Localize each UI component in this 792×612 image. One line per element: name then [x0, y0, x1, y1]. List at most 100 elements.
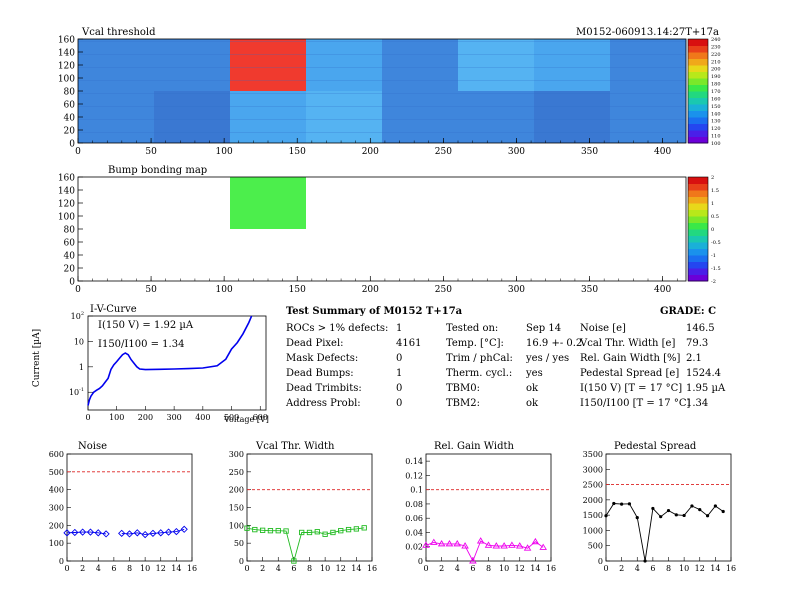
- summary-label: Vcal Thr. Width [e]: [580, 338, 676, 349]
- vcal-colorbar-swatch: [688, 123, 708, 131]
- vcal-colorbar-tick-label: 140: [711, 111, 721, 117]
- gain-width-panel-point: [437, 540, 446, 547]
- bump-map-frame: [77, 176, 687, 282]
- summary-value: 1524.4: [686, 368, 721, 379]
- gain-width-panel-point: [430, 538, 438, 545]
- iv-xtick-label: 400: [195, 413, 210, 422]
- summary-value: 16.9 +- 0.2: [526, 338, 583, 349]
- noise-panel-xtick-label: 6: [111, 564, 116, 573]
- vcal-roc-block-bottom: [154, 91, 231, 143]
- bump-map-xtick-label: 400: [654, 285, 671, 295]
- summary-label: Noise [e]: [580, 323, 626, 334]
- bump-map-ytick-label: 80: [64, 226, 76, 236]
- iv-ytick-label: 10: [74, 337, 84, 346]
- iv-annotation-current: I(150 V) = 1.92 µA: [98, 320, 194, 331]
- noise-panel-point: [78, 528, 87, 536]
- vcal-roc-block-top: [382, 39, 459, 91]
- vcal-roc-block-top: [610, 39, 687, 91]
- gain-width-panel-xtick-label: 16: [546, 564, 556, 573]
- noise-panel-ytick-label: 100: [49, 539, 64, 548]
- gain-width-panel-point: [531, 537, 540, 545]
- gain-width-panel-point: [484, 541, 493, 548]
- gain-width-panel-point: [445, 540, 454, 547]
- pedestal-panel-xtick-label: 6: [650, 564, 655, 573]
- vcal-width-panel-xtick-label: 4: [276, 564, 281, 573]
- gain-width-panel-point: [523, 544, 532, 551]
- bump-colorbar-swatch: [688, 229, 708, 236]
- vcal-width-panel-ytick-label: 150: [229, 504, 244, 513]
- gain-width-panel-ytick-label: 0.1: [410, 486, 423, 495]
- bump-colorbar-tick-label: -1.5: [711, 266, 721, 272]
- noise-panel-xtick-label: 8: [127, 564, 132, 573]
- vcal-map-xtick-label: 300: [508, 147, 525, 157]
- summary-value: 146.5: [686, 323, 715, 334]
- summary-label: Mask Defects:: [286, 353, 359, 364]
- bump-colorbar-swatch: [688, 190, 708, 197]
- iv-curve: [87, 315, 253, 406]
- vcal-width-panel-point: [267, 528, 274, 534]
- bump-colorbar-tick-label: 0: [711, 227, 714, 233]
- summary-label: TBM0:: [446, 383, 480, 394]
- gain-width-panel-ytick-label: 0.08: [405, 500, 423, 509]
- vcal-roc-block-top: [306, 39, 383, 91]
- bump-colorbar-swatch: [688, 248, 708, 256]
- iv-ylabel: Current [µA]: [32, 328, 43, 388]
- vcal-colorbar-swatch: [688, 65, 708, 72]
- gain-width-panel-point: [469, 557, 477, 564]
- summary-label: Pedestal Spread [e]: [580, 368, 680, 379]
- pedestal-panel-xtick-label: 10: [679, 564, 689, 573]
- pedestal-panel-point: [690, 504, 694, 508]
- pedestal-panel-xtick-label: 16: [726, 564, 736, 573]
- vcal-width-panel-series-line: [246, 527, 365, 563]
- vcal-roc-block-bottom: [458, 91, 535, 143]
- bump-map-xtick-label: 50: [145, 285, 157, 295]
- vcal-colorbar-swatch: [688, 136, 708, 144]
- noise-panel-xtick-label: 10: [140, 564, 150, 573]
- noise-panel-ytick-label: 600: [49, 450, 64, 459]
- pedestal-panel-point: [698, 508, 702, 512]
- vcal-width-panel-point: [361, 525, 367, 531]
- vcal-width-panel-point: [322, 531, 328, 537]
- iv-ytick-exponent: -1: [79, 387, 84, 393]
- vcal-width-panel-xtick-label: 8: [307, 564, 312, 573]
- bump-map-ytick-label: 160: [58, 174, 75, 184]
- vcal-width-panel-point: [244, 525, 250, 531]
- noise-panel-point: [86, 528, 95, 536]
- bump-colorbar-tick-label: 2: [711, 175, 714, 181]
- vcal-colorbar-tick-label: 210: [711, 59, 721, 65]
- vcal-map-ytick-label: 100: [58, 75, 75, 85]
- gain-width-panel-point: [453, 540, 462, 547]
- bump-colorbar-swatch: [688, 177, 708, 184]
- noise-title: Noise: [78, 441, 108, 452]
- vcal-width-panel-xtick-label: 6: [291, 564, 296, 573]
- vcal-width-panel-point: [306, 529, 313, 536]
- vcal-colorbar-swatch: [688, 117, 708, 124]
- noise-panel-xtick-label: 12: [156, 564, 166, 573]
- summary-label: Dead Trimbits:: [286, 383, 362, 394]
- iv-ytick-label: 1: [79, 363, 84, 372]
- gain-width-panel-point: [508, 541, 516, 548]
- gain-width-panel-ytick-label: 0.02: [405, 543, 423, 552]
- gain-width-panel-point: [539, 543, 547, 550]
- pedestal-panel-ytick-label: 2000: [583, 496, 603, 505]
- noise-panel-ytick-label: 0: [59, 557, 64, 566]
- vcal-colorbar-tick-label: 190: [711, 74, 721, 80]
- vcal-roc-block-top: [78, 39, 155, 91]
- noise-panel-point: [118, 529, 126, 537]
- vcal-colorbar-swatch: [688, 45, 708, 53]
- vcal-width-panel-ytick-label: 100: [229, 521, 244, 530]
- pedestal-panel-point: [721, 509, 725, 514]
- vcal-roc-block-top: [534, 39, 611, 91]
- vcal-texture-stripe: [78, 41, 686, 42]
- pedestal-panel-xtick-label: 4: [635, 564, 640, 573]
- bump-map-ytick-label: 120: [58, 200, 75, 210]
- vcal-colorbar-swatch: [688, 52, 708, 59]
- summary-value: 1.95 µA: [686, 383, 726, 394]
- vcal-roc-block-bottom: [382, 91, 459, 143]
- summary-value: 0: [396, 383, 403, 394]
- bump-map-ytick-label: 140: [58, 187, 75, 197]
- summary-title: Test Summary of M0152 T+17a: [286, 306, 463, 317]
- bump-colorbar-swatch: [688, 261, 708, 269]
- bump-map-xtick-label: 150: [289, 285, 306, 295]
- pedestal-panel-xtick-label: 2: [619, 564, 624, 573]
